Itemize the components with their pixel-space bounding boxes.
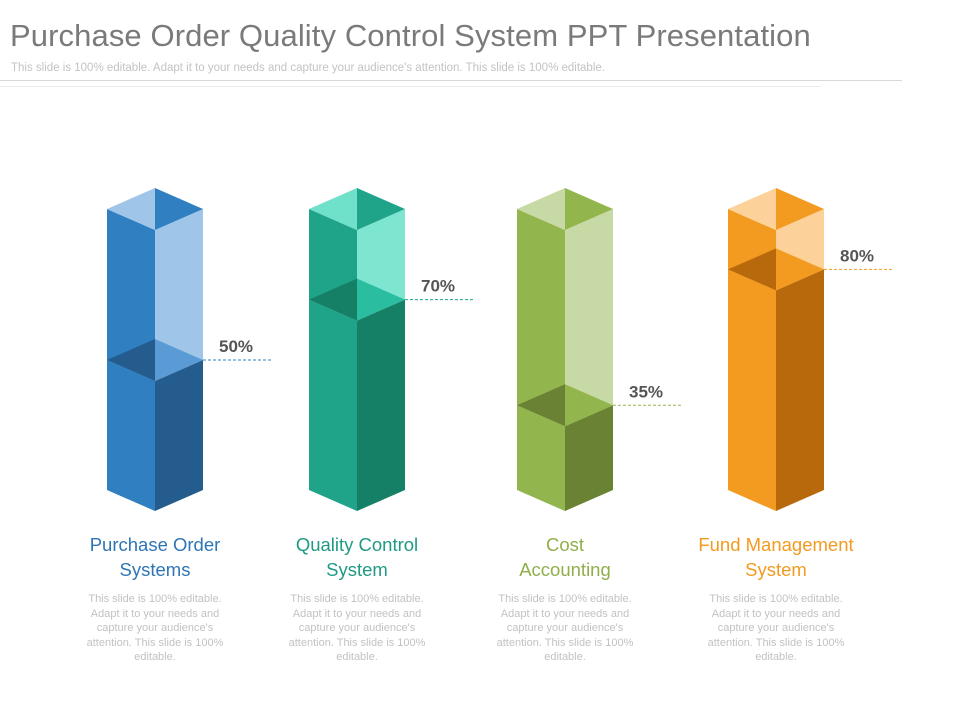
bar-fill-level-right bbox=[357, 278, 405, 321]
bar-empty-left bbox=[517, 209, 565, 427]
category-description: This slide is 100% editable. Adapt it to … bbox=[696, 592, 856, 665]
value-label: 70% bbox=[421, 277, 455, 296]
category-label: Quality Control System bbox=[247, 532, 467, 582]
bar-empty-right bbox=[155, 209, 203, 381]
description-line: Adapt it to your needs and bbox=[711, 607, 841, 620]
category-label-line: Cost bbox=[545, 534, 585, 555]
category-label-line: System bbox=[326, 559, 388, 580]
bar-empty-left bbox=[107, 209, 155, 381]
description-line: Adapt it to your needs and bbox=[90, 607, 220, 620]
bar-top-cap-left bbox=[728, 188, 776, 230]
bar-fill-level-left bbox=[517, 384, 565, 427]
bar-fill-right bbox=[565, 405, 613, 511]
bar-fill-level-left bbox=[107, 339, 155, 381]
category-description: This slide is 100% editable. Adapt it to … bbox=[485, 592, 645, 665]
description-line: Adapt it to your needs and bbox=[292, 607, 422, 620]
slide-subtitle: This slide is 100% editable. Adapt it to… bbox=[11, 62, 605, 74]
category-label-line: Purchase Order bbox=[89, 534, 221, 555]
category-label: Fund Management System bbox=[666, 532, 886, 582]
bar-fill-level-right bbox=[776, 248, 824, 291]
description-line: Adapt it to your needs and bbox=[500, 607, 630, 620]
bar-fill-level-right bbox=[565, 384, 613, 427]
description-line: This slide is 100% editable. bbox=[498, 593, 632, 605]
bar-empty-right bbox=[565, 209, 613, 427]
bar-top-cap-right bbox=[357, 188, 405, 230]
bar-fill-right bbox=[357, 299, 405, 511]
slide-title: Purchase Order Quality Control System PP… bbox=[10, 18, 811, 53]
bar-fill-left bbox=[517, 405, 565, 511]
bar-fill-right bbox=[776, 269, 824, 511]
description-line: attention. This slide is 100% bbox=[707, 636, 845, 649]
description-line: attention. This slide is 100% bbox=[288, 636, 426, 649]
bar-top-cap-left bbox=[517, 188, 565, 230]
description-line: This slide is 100% editable. bbox=[290, 593, 424, 605]
value-label: 50% bbox=[219, 337, 253, 356]
bar-fill-right bbox=[155, 360, 203, 511]
bar-top-cap-left bbox=[309, 188, 357, 230]
bar-fill-level-left bbox=[728, 248, 776, 291]
description-line: editable. bbox=[755, 651, 797, 663]
description-line: This slide is 100% editable. bbox=[709, 593, 843, 605]
title-divider-secondary bbox=[0, 86, 820, 87]
category-label-line: Quality Control bbox=[295, 534, 419, 555]
bar-fill-level-left bbox=[309, 278, 357, 321]
description-line: This slide is 100% editable. bbox=[88, 593, 222, 605]
description-line: capture your audience's bbox=[506, 622, 624, 634]
bar-top-cap-left bbox=[107, 188, 155, 230]
bar-fill-left bbox=[309, 299, 357, 511]
description-line: editable. bbox=[544, 651, 586, 663]
bar-top-cap-right bbox=[565, 188, 613, 230]
title-divider bbox=[0, 80, 902, 81]
bar-fill-left bbox=[728, 269, 776, 511]
description-line: capture your audience's bbox=[717, 622, 835, 634]
category-label-line: Accounting bbox=[519, 559, 611, 580]
description-line: capture your audience's bbox=[298, 622, 416, 634]
description-line: editable. bbox=[336, 651, 378, 663]
value-label: 80% bbox=[840, 246, 874, 265]
description-line: editable. bbox=[134, 651, 176, 663]
category-label-line: Fund Management bbox=[698, 534, 854, 555]
value-label: 35% bbox=[629, 382, 663, 401]
bar-top-cap-right bbox=[155, 188, 203, 230]
category-description: This slide is 100% editable. Adapt it to … bbox=[277, 592, 437, 665]
bar-fill-level-right bbox=[155, 339, 203, 381]
description-line: attention. This slide is 100% bbox=[496, 636, 634, 649]
category-description: This slide is 100% editable. Adapt it to … bbox=[75, 592, 235, 665]
description-line: attention. This slide is 100% bbox=[86, 636, 224, 649]
bar-top-cap-right bbox=[776, 188, 824, 230]
category-label-line: System bbox=[745, 559, 807, 580]
category-label-line: Systems bbox=[119, 559, 191, 580]
description-line: capture your audience's bbox=[96, 622, 214, 634]
category-label: Cost Accounting bbox=[455, 532, 675, 582]
bar-fill-left bbox=[107, 360, 155, 511]
category-label: Purchase Order Systems bbox=[45, 532, 265, 582]
